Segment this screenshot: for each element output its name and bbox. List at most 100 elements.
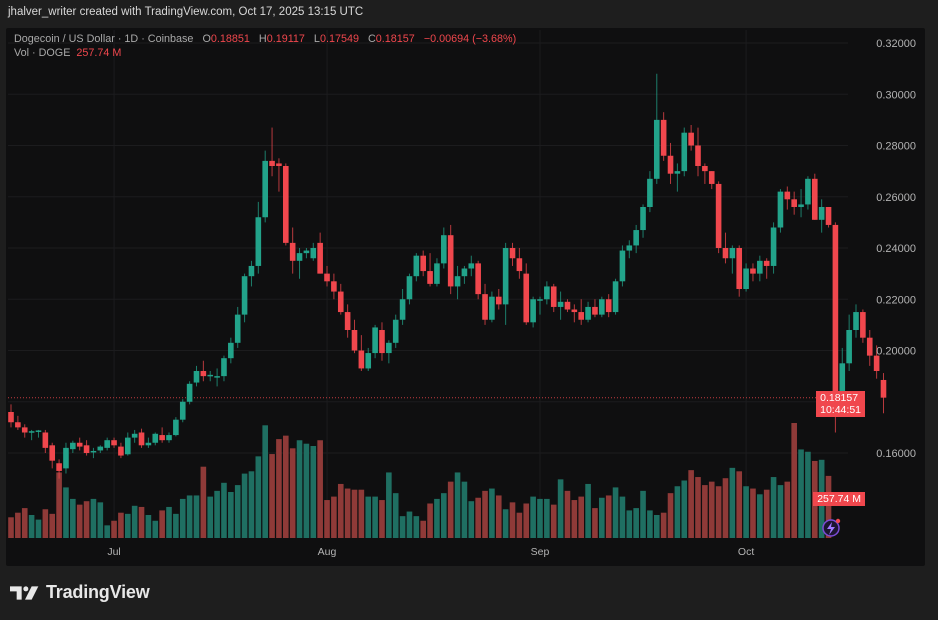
volume-bar: [537, 498, 543, 538]
open-value: 0.18851: [210, 33, 250, 45]
candle: [365, 347, 372, 371]
x-axis-label: Sep: [531, 546, 550, 558]
candle: [537, 296, 543, 315]
volume-bar: [605, 495, 612, 538]
volume-bar: [399, 516, 406, 538]
volume-bar: [166, 506, 172, 538]
candle: [372, 324, 378, 359]
volume-bar: [331, 496, 337, 538]
volume-bar: [406, 511, 413, 538]
candle: [846, 314, 852, 371]
volume-bar: [441, 493, 447, 538]
candle: [131, 429, 138, 443]
candle: [434, 258, 440, 287]
candle: [599, 296, 605, 318]
volume-bar: [523, 503, 530, 538]
candle: [811, 173, 818, 220]
chart-legend: Dogecoin / US Dollar · 1D · Coinbase O0.…: [14, 32, 516, 60]
tradingview-logo-icon: [10, 585, 39, 600]
volume-bar: [564, 490, 571, 538]
candle: [331, 273, 337, 300]
candle: [145, 437, 152, 448]
volume-bar: [21, 508, 28, 538]
candle: [35, 429, 42, 438]
volume-bar: [317, 440, 323, 538]
candle: [647, 171, 653, 213]
candle: [798, 189, 804, 218]
y-axis-label: 0.30000: [876, 89, 916, 101]
candle: [557, 291, 564, 320]
volume-bar: [386, 472, 392, 538]
volume-bar: [695, 477, 701, 538]
volume-bar: [571, 500, 578, 538]
volume-bar: [750, 488, 756, 538]
volume-bar: [248, 471, 255, 538]
candle: [124, 432, 131, 456]
volume-bar: [145, 515, 152, 538]
volume-bar: [118, 512, 124, 538]
volume-bar: [599, 497, 605, 538]
candle: [571, 304, 578, 323]
volume-bar: [379, 500, 385, 538]
volume-bar: [626, 510, 633, 538]
candle: [722, 232, 729, 264]
volume-bar: [276, 439, 282, 538]
candle: [715, 181, 722, 254]
candle: [633, 224, 639, 254]
candle: [42, 429, 49, 453]
candle: [757, 255, 763, 282]
lightning-event-icon[interactable]: [822, 518, 841, 537]
candle: [241, 273, 248, 323]
volume-label[interactable]: Vol · DOGE: [14, 47, 71, 59]
chart-pane[interactable]: [6, 28, 925, 566]
candle: [784, 186, 791, 210]
volume-bar: [509, 502, 516, 538]
low-label: L: [313, 33, 320, 45]
volume-bar: [221, 482, 227, 538]
candle: [612, 278, 619, 315]
volume-bar: [502, 509, 509, 538]
volume-bar: [173, 513, 179, 538]
volume-bar: [42, 509, 49, 538]
volume-bar: [550, 504, 557, 538]
candle: [736, 245, 743, 297]
close-label: C: [367, 33, 376, 45]
volume-bar: [303, 443, 310, 538]
candle: [228, 337, 234, 364]
candle: [777, 189, 784, 233]
candle: [750, 263, 756, 282]
volume-bar: [777, 485, 784, 538]
y-axis-label: 0.28000: [876, 141, 916, 153]
volume-bar: [640, 490, 646, 538]
high-label: H: [258, 33, 267, 45]
volume-bar: [344, 488, 351, 538]
volume-bar: [757, 494, 763, 538]
volume-bar: [688, 470, 694, 538]
candle: [502, 242, 509, 325]
candle: [702, 163, 708, 184]
volume-bar: [365, 496, 372, 538]
candle: [461, 265, 468, 284]
volume-bar: [736, 471, 743, 538]
candle: [640, 204, 646, 238]
candle: [873, 345, 880, 379]
candle: [743, 263, 749, 292]
volume-bar: [138, 506, 145, 538]
candle: [660, 112, 667, 161]
candle: [221, 355, 227, 382]
symbol-label[interactable]: Dogecoin / US Dollar · 1D · Coinbase: [14, 33, 194, 45]
volume-bar: [372, 496, 378, 538]
candle: [49, 442, 56, 469]
candle: [866, 330, 873, 366]
volume-bar: [784, 481, 791, 538]
candle: [255, 201, 262, 274]
volume-bar: [200, 466, 207, 538]
volume-bar: [269, 454, 275, 538]
volume-bar: [310, 446, 317, 538]
candle: [805, 176, 811, 210]
candle: [420, 250, 426, 277]
candle: [76, 437, 83, 451]
candle: [379, 322, 385, 361]
candle: [21, 424, 28, 438]
